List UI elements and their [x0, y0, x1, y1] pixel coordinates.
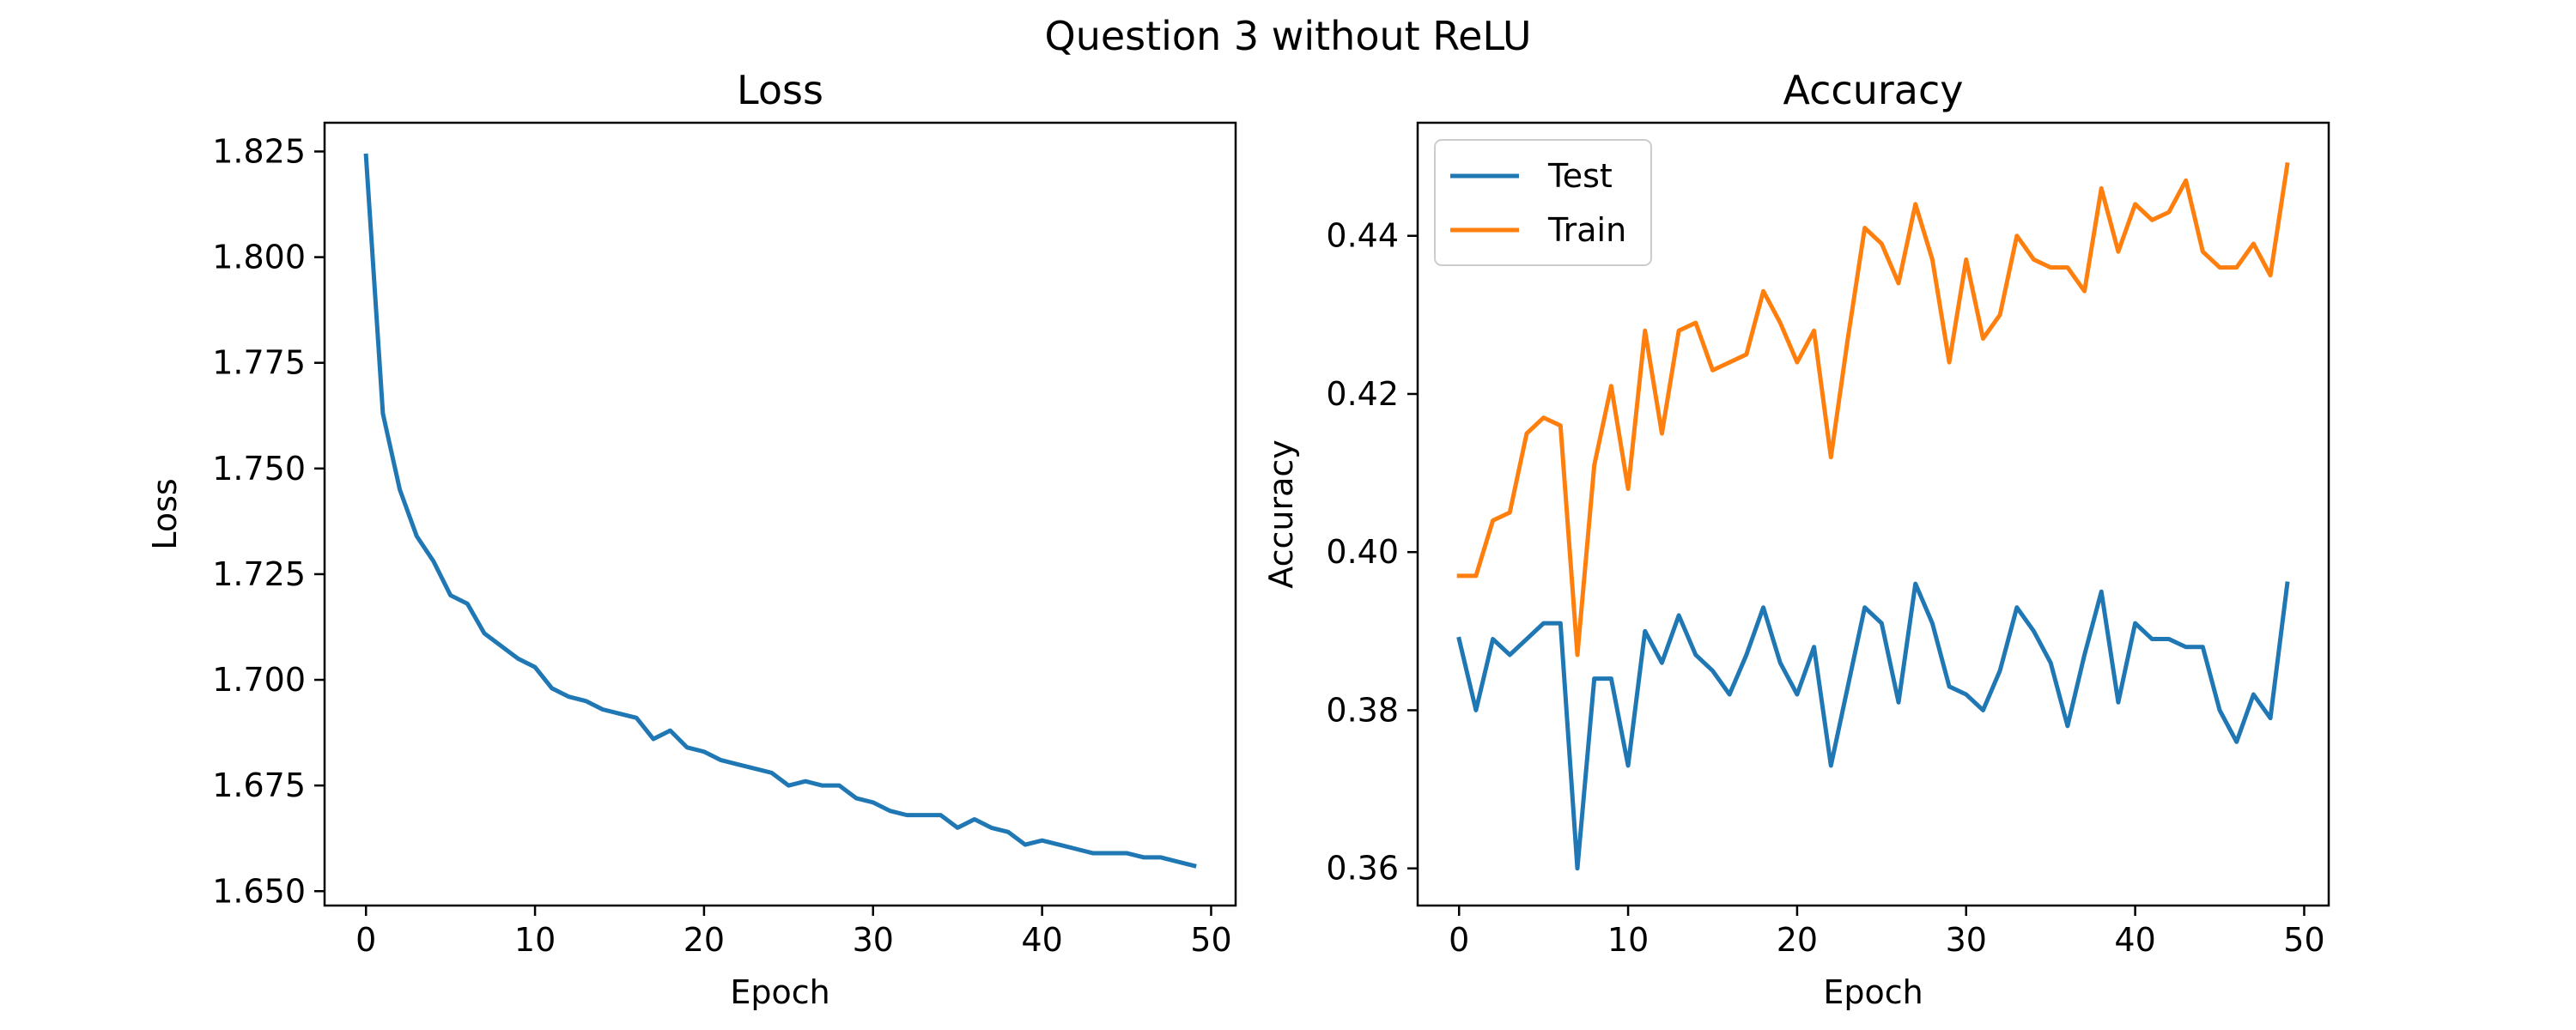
loss-y-tick-label: 1.725: [212, 555, 306, 593]
accuracy-plot-frame: [1416, 121, 2330, 907]
loss-y-axis-label: Loss: [146, 478, 184, 549]
accuracy-x-tick-label: 30: [1946, 921, 1987, 959]
loss-series-line: [363, 153, 1197, 869]
loss-x-tick-label: 0: [355, 921, 376, 959]
accuracy-x-tick-label: 40: [2114, 921, 2155, 959]
loss-y-tick-label: 1.775: [212, 344, 306, 382]
loss-title: Loss: [737, 67, 823, 113]
legend-item-test: Test: [1450, 157, 1613, 195]
figure-suptitle: Question 3 without ReLU: [1044, 13, 1531, 59]
accuracy-y-tick-label: 0.42: [1326, 375, 1399, 413]
loss-y-tick-label: 1.700: [212, 661, 306, 699]
loss-y-tick-label: 1.675: [212, 766, 306, 804]
accuracy-y-tick-label: 0.38: [1326, 691, 1399, 729]
accuracy-legend: Test Train: [1434, 139, 1652, 266]
loss-plot-frame: [323, 121, 1237, 907]
accuracy-x-tick-label: 20: [1777, 921, 1818, 959]
legend-label-test: Test: [1547, 157, 1613, 195]
loss-y-tick-label: 1.650: [212, 872, 306, 910]
accuracy-y-tick-label: 0.40: [1326, 533, 1399, 571]
loss-x-tick-label: 20: [683, 921, 725, 959]
loss-x-tick-label: 30: [853, 921, 894, 959]
loss-x-tick-label: 10: [514, 921, 556, 959]
test-series-line: [1456, 581, 2290, 871]
loss-x-axis-label: Epoch: [730, 973, 829, 1011]
loss-axes: Loss 0 10 20 30 40 50 1.650 1.675 1.700 1.725 1.750…: [146, 67, 1237, 1011]
loss-y-tick-label: 1.825: [212, 132, 306, 170]
accuracy-y-tick-label: 0.44: [1326, 217, 1399, 255]
loss-y-tick-label: 1.800: [212, 239, 306, 276]
accuracy-x-tick-label: 50: [2283, 921, 2324, 959]
accuracy-x-tick-label: 0: [1449, 921, 1469, 959]
loss-x-tick-label: 40: [1021, 921, 1062, 959]
accuracy-legend-box: [1434, 139, 1652, 266]
accuracy-y-tick-label: 0.36: [1326, 850, 1399, 888]
legend-label-train: Train: [1547, 211, 1626, 249]
loss-y-tick-label: 1.750: [212, 450, 306, 488]
accuracy-y-axis-label: Accuracy: [1262, 439, 1300, 589]
accuracy-x-axis-label: Epoch: [1823, 973, 1923, 1011]
legend-item-train: Train: [1450, 211, 1626, 249]
accuracy-title: Accuracy: [1783, 67, 1963, 113]
loss-x-tick-label: 50: [1190, 921, 1231, 959]
accuracy-x-tick-label: 10: [1607, 921, 1649, 959]
train-series-line: [1456, 161, 2290, 657]
accuracy-axes: Accuracy 0 10 20 30 40 50 0.36 0.38 0.40 0.42 0.44 E…: [1262, 67, 2330, 1011]
